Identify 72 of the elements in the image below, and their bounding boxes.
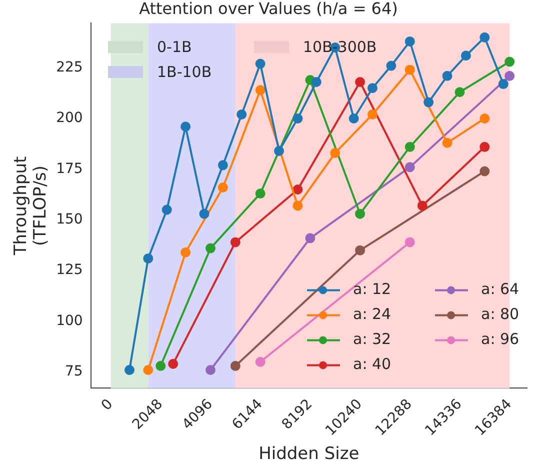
point: [348, 114, 359, 124]
point: [504, 56, 515, 67]
point: [480, 142, 490, 152]
point: [230, 237, 240, 248]
point: [292, 184, 303, 194]
point: [218, 182, 228, 192]
point: [504, 70, 515, 81]
point: [218, 160, 228, 170]
point: [124, 364, 134, 375]
y-tick-label: 100: [56, 312, 83, 329]
point: [442, 70, 452, 81]
y-tick-label: 125: [56, 262, 83, 278]
point: [168, 358, 178, 369]
y-tick-label: 75: [64, 364, 83, 380]
legend-label: a: 64: [481, 280, 520, 298]
point: [255, 85, 266, 96]
chart-title: Attention over Values (h/a = 64): [139, 0, 398, 18]
point: [498, 79, 508, 90]
point: [292, 114, 303, 124]
point: [205, 364, 216, 375]
x-axis-title: Hidden Size: [258, 444, 360, 464]
point: [454, 87, 465, 98]
point: [404, 64, 415, 75]
point: [274, 146, 284, 156]
point: [205, 243, 216, 254]
point: [330, 148, 340, 158]
point: [404, 36, 415, 46]
point: [162, 204, 172, 215]
point: [417, 200, 428, 211]
point: [355, 208, 366, 219]
point: [143, 364, 154, 375]
point: [143, 253, 154, 264]
point: [199, 208, 210, 219]
point: [180, 247, 191, 258]
point: [367, 83, 378, 94]
point: [480, 32, 490, 42]
point: [480, 114, 490, 124]
y-axis-title: Throughput (TFLOP/s): [11, 156, 51, 256]
point: [236, 109, 247, 120]
legend-label: a: 12: [353, 280, 392, 298]
y-tick-label: 200: [56, 110, 83, 126]
point: [480, 166, 490, 176]
legend-label: a: 24: [353, 305, 392, 324]
band-label: 0-1B: [157, 38, 192, 56]
point: [311, 77, 322, 88]
band-label: 1B-10B: [157, 62, 212, 80]
legend-label: a: 80: [481, 305, 520, 324]
point: [180, 122, 191, 132]
point: [230, 360, 240, 371]
point: [305, 233, 316, 244]
point: [404, 162, 415, 172]
point: [355, 245, 366, 256]
point: [355, 77, 366, 88]
y-tick-label: 175: [56, 160, 83, 177]
legend-label: a: 96: [481, 330, 520, 348]
x-tick-label: 0: [98, 396, 116, 414]
point: [255, 188, 266, 199]
point: [367, 109, 378, 120]
point: [404, 142, 415, 152]
point: [404, 237, 415, 248]
y-tick-label: 150: [56, 212, 83, 228]
point: [460, 50, 471, 61]
legend-label: a: 40: [353, 355, 392, 374]
legend-label: a: 32: [353, 330, 392, 348]
point: [442, 138, 452, 148]
point: [156, 360, 166, 371]
point: [255, 356, 266, 367]
point: [424, 97, 434, 108]
point: [292, 200, 303, 211]
point: [255, 58, 266, 69]
point: [386, 60, 396, 71]
y-tick-label: 225: [56, 59, 83, 76]
